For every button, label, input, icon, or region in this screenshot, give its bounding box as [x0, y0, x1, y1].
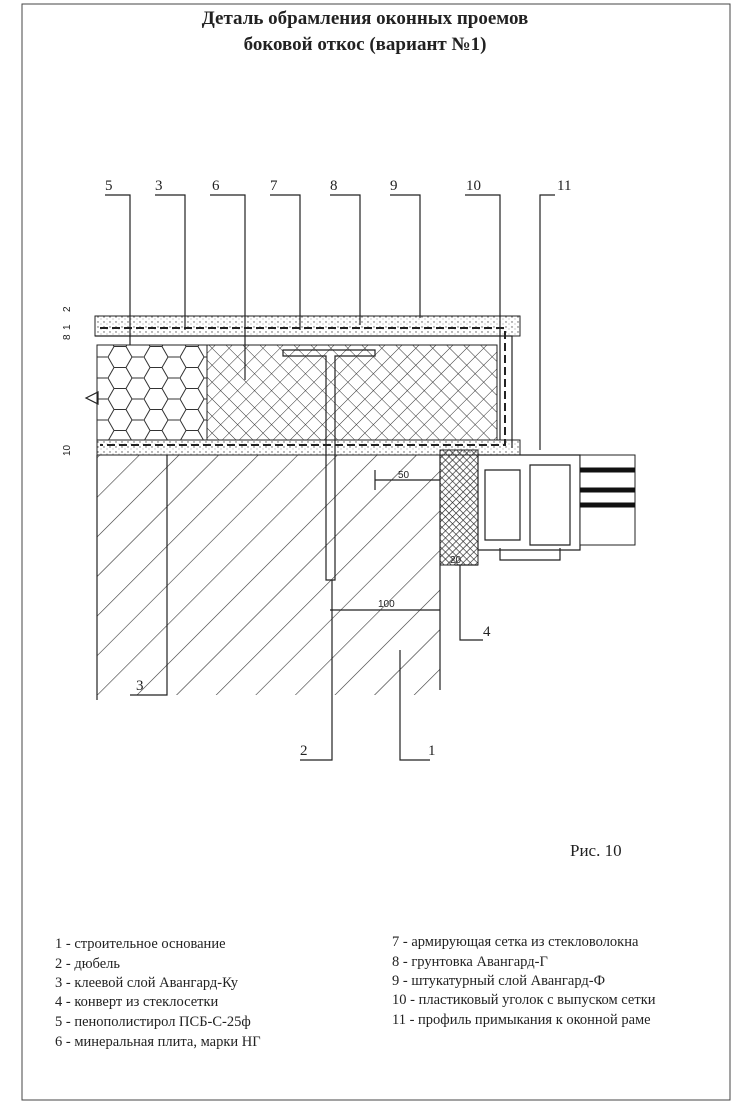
legend-item: 6 - минеральная плита, марки НГ [55, 1034, 261, 1050]
callout: 9 [390, 178, 398, 194]
legend-item: 2 - дюбель [55, 956, 120, 972]
legend-item: 7 - армирующая сетка из стекловолокна [392, 934, 639, 950]
callout: 2 [300, 743, 308, 759]
legend-item: 3 - клеевой слой Авангард-Ку [55, 975, 239, 991]
callout: 4 [483, 624, 491, 640]
callout: 10 [466, 178, 481, 194]
callout: 8 [330, 178, 338, 194]
callout: 5 [105, 178, 113, 194]
dimensions: 2 8 1 10 50 20 100 [62, 306, 462, 610]
drawing [84, 194, 636, 761]
legend-item: 8 - грунтовка Авангард-Г [392, 954, 548, 970]
legend-item: 5 - пенополистирол ПСБ-С-25ф [55, 1014, 251, 1030]
legend-item: 1 - строительное основание [55, 936, 226, 952]
callout: 11 [557, 178, 571, 194]
dimension: 100 [378, 599, 395, 610]
callouts-bottom: 3 4 2 1 [136, 624, 491, 759]
dimension: 20 [450, 555, 462, 566]
figure-label: Рис. 10 [570, 841, 622, 860]
legend-item: 11 - профиль примыкания к оконной раме [392, 1012, 651, 1028]
callout: 3 [155, 178, 163, 194]
callouts-top: 5 3 6 7 8 9 10 11 [105, 178, 571, 194]
dimension: 50 [398, 470, 410, 481]
legend-item: 9 - штукатурный слой Авангард-Ф [392, 973, 605, 989]
dimension: 2 [62, 306, 73, 312]
callout: 3 [136, 678, 144, 694]
dimension: 8 [62, 334, 73, 340]
callout: 6 [212, 178, 220, 194]
dimension: 1 [62, 324, 73, 330]
callout: 1 [428, 743, 436, 759]
callout: 7 [270, 178, 278, 194]
title-line: Деталь обрамления оконных проемов [202, 8, 529, 29]
legend-item: 4 - конверт из стеклосетки [55, 994, 219, 1010]
title-line: боковой откос (вариант №1) [244, 34, 487, 55]
legend-item: 10 - пластиковый уголок с выпуском сетки [392, 992, 656, 1008]
legend: 1 - строительное основание 2 - дюбель 3 … [55, 934, 656, 1050]
dimension: 10 [62, 444, 73, 456]
frame [21, 3, 731, 1101]
